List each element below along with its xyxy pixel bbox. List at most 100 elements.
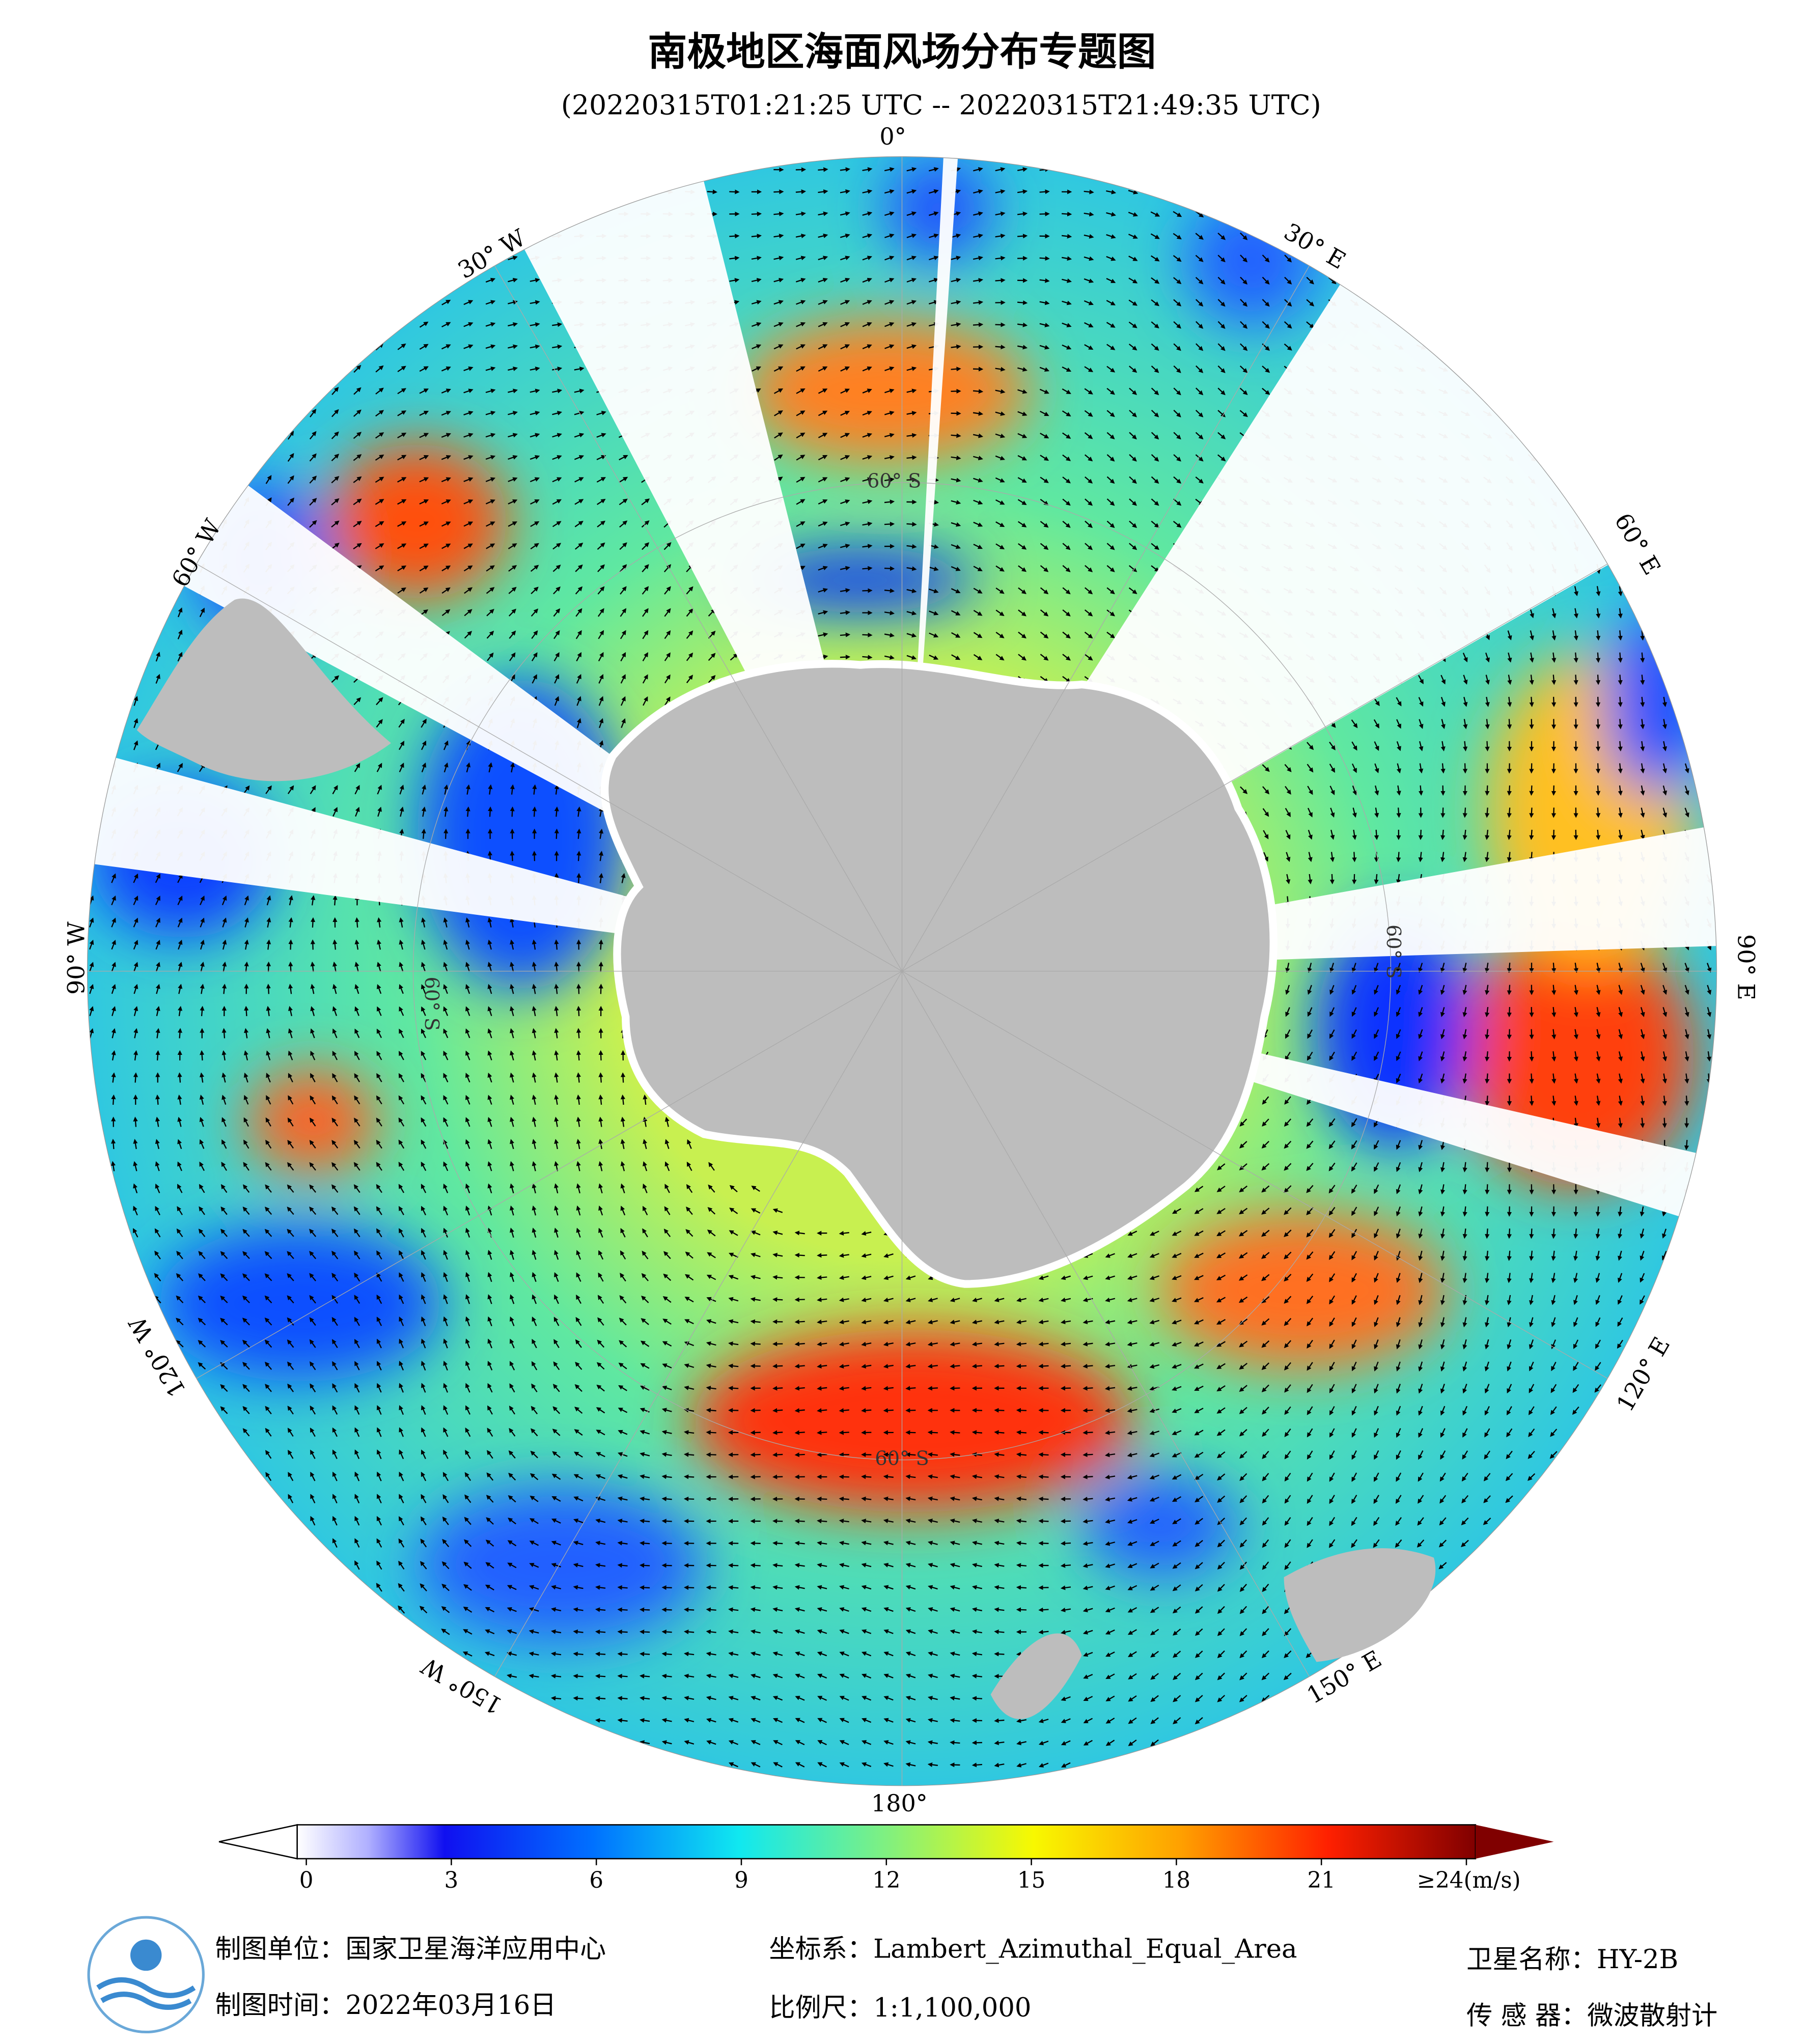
- wind-arrow: [441, 433, 451, 438]
- wind-arrow: [1062, 234, 1072, 239]
- wind-arrow: [884, 300, 895, 305]
- colorbar-tick-label: 12: [872, 1868, 900, 1893]
- wind-arrow: [973, 389, 984, 394]
- wind-arrow: [1507, 1206, 1512, 1217]
- wind-arrow: [884, 322, 895, 327]
- wind-arrow: [617, 1696, 628, 1701]
- wind-arrow: [441, 299, 451, 305]
- wind-arrow: [1507, 1228, 1512, 1239]
- wind-arrow: [485, 322, 496, 327]
- wind-arrow: [288, 939, 293, 950]
- wind-arrow: [530, 411, 540, 415]
- wind-arrow: [552, 411, 563, 415]
- wind-arrow: [951, 433, 961, 438]
- wind-arrow: [419, 433, 429, 438]
- wind-arrow: [353, 409, 362, 417]
- wind-arrow: [309, 453, 317, 462]
- wind-arrow: [1017, 389, 1028, 394]
- wind-arrow: [1016, 1430, 1027, 1435]
- wind-arrow: [772, 1430, 783, 1435]
- wind-arrow: [661, 1563, 672, 1568]
- wind-arrow: [375, 410, 384, 417]
- wind-arrow: [706, 1452, 716, 1457]
- wind-arrow: [862, 344, 872, 350]
- wind-arrow: [950, 1430, 960, 1435]
- wind-arrow: [906, 344, 917, 349]
- wind-arrow: [773, 322, 784, 327]
- wind-arrow: [1551, 696, 1557, 708]
- wind-arrow: [576, 961, 581, 972]
- wind-arrow: [1262, 366, 1270, 373]
- wind-arrow: [751, 256, 762, 261]
- wind-arrow: [729, 256, 740, 261]
- wind-arrow: [595, 1718, 606, 1723]
- wind-arrow: [861, 1474, 872, 1479]
- wind-arrow: [1128, 343, 1137, 351]
- wind-arrow: [706, 1430, 716, 1435]
- wind-arrow: [906, 433, 917, 438]
- wind-arrow: [1217, 365, 1226, 373]
- wind-arrow: [818, 433, 828, 438]
- wind-arrow: [576, 851, 581, 861]
- wind-arrow: [1040, 410, 1049, 416]
- wind-arrow: [884, 233, 895, 238]
- wind-arrow: [1151, 432, 1159, 440]
- wind-arrow: [1485, 785, 1490, 796]
- wind-arrow: [1017, 367, 1028, 372]
- wind-arrow: [883, 1408, 894, 1413]
- wind-arrow: [1173, 299, 1182, 306]
- wind-arrow: [1106, 212, 1116, 217]
- wind-arrow: [617, 1585, 628, 1590]
- wind-arrow: [1507, 962, 1512, 973]
- footer-sensor: 传 感 器：微波散射计: [1466, 2000, 1717, 2031]
- latitude-label: 60° S: [875, 1447, 929, 1470]
- wind-arrow: [796, 410, 806, 416]
- wind-arrow: [310, 409, 317, 417]
- wind-arrow: [862, 410, 872, 416]
- wind-arrow: [906, 211, 917, 216]
- wind-arrow: [906, 233, 917, 238]
- wind-arrow: [485, 366, 496, 371]
- wind-arrow: [972, 1430, 983, 1435]
- wind-arrow: [773, 189, 784, 194]
- wind-arrow: [817, 1452, 827, 1458]
- wind-arrow: [884, 277, 895, 283]
- wind-arrow: [375, 387, 384, 395]
- wind-arrow: [155, 1050, 160, 1061]
- wind-arrow: [1016, 1585, 1027, 1590]
- wind-arrow: [1106, 256, 1116, 261]
- wind-arrow: [1017, 345, 1028, 350]
- wind-arrow: [773, 256, 784, 261]
- wind-arrow: [353, 365, 362, 373]
- wind-arrow: [1129, 410, 1137, 417]
- wind-arrow: [508, 388, 518, 394]
- wind-arrow: [1062, 366, 1072, 372]
- wind-arrow: [906, 300, 917, 305]
- wind-arrow: [1529, 829, 1534, 841]
- wind-arrow: [929, 189, 939, 194]
- wind-arrow: [972, 1696, 982, 1701]
- wind-arrow: [1217, 232, 1226, 240]
- wind-arrow: [1195, 432, 1204, 440]
- wind-arrow: [795, 189, 807, 194]
- wind-arrow: [375, 432, 384, 439]
- wind-arrow: [995, 256, 1006, 261]
- wind-arrow: [795, 256, 806, 261]
- wind-arrow: [1239, 387, 1248, 395]
- wind-arrow: [1529, 807, 1534, 818]
- wind-arrow: [1084, 410, 1093, 417]
- wind-arrow: [973, 189, 983, 194]
- wind-arrow: [1195, 299, 1204, 307]
- wind-arrow: [862, 322, 872, 327]
- wind-arrow: [906, 322, 917, 327]
- wind-arrow: [1062, 300, 1072, 305]
- wind-arrow: [331, 454, 340, 462]
- colorbar-over: [1475, 1825, 1554, 1859]
- wind-arrow: [951, 256, 961, 261]
- wind-arrow: [1084, 432, 1093, 439]
- wind-arrow: [906, 366, 917, 371]
- wind-arrow: [397, 366, 406, 372]
- colorbar-tick-label: 0: [299, 1868, 314, 1893]
- wind-arrow: [508, 411, 518, 415]
- wind-arrow: [795, 233, 806, 238]
